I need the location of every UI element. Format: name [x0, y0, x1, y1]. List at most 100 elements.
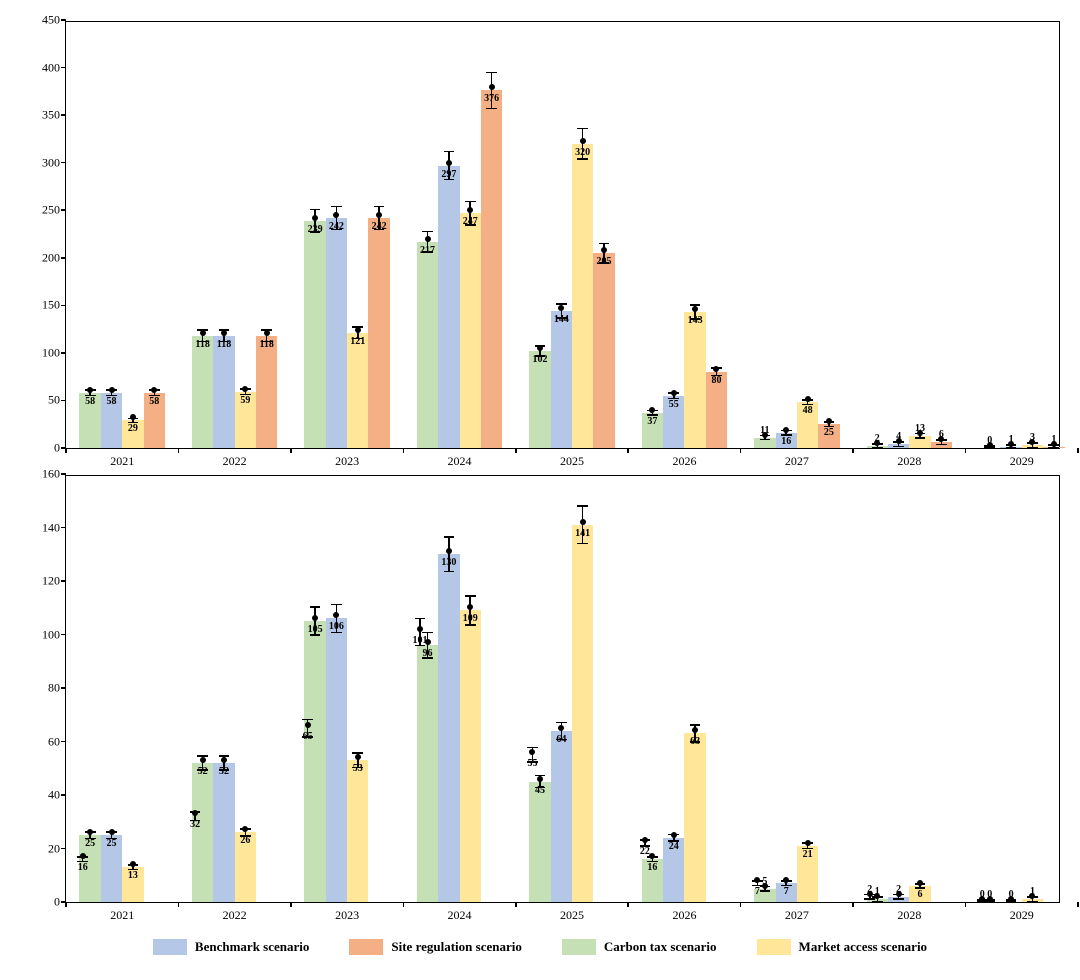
x-tick-mark — [515, 448, 517, 453]
data-point — [649, 853, 655, 859]
data-point — [305, 722, 311, 728]
bar-carbon_tax — [304, 221, 325, 448]
value-label: 37 — [647, 416, 657, 427]
error-cap — [331, 206, 342, 208]
data-point — [200, 330, 206, 336]
error-cap — [577, 128, 588, 130]
value-label: 101 — [413, 635, 428, 646]
data-point — [109, 829, 115, 835]
bar-site_regulation — [481, 90, 502, 448]
value-label: 24 — [669, 841, 679, 852]
data-point — [109, 387, 115, 393]
x-tick-label: 2027 — [785, 448, 809, 469]
data-point — [783, 427, 789, 433]
data-point — [333, 612, 339, 618]
value-label: 1 — [1030, 886, 1035, 897]
data-point — [558, 725, 564, 731]
value-label: 239 — [308, 224, 323, 235]
error-cap — [1027, 447, 1038, 449]
panel-a: a050100150200250300350400450202158582958… — [10, 21, 1070, 449]
value-label: 2 — [875, 433, 880, 444]
value-label: 59 — [240, 395, 250, 406]
x-tick-label: 2026 — [672, 902, 696, 923]
value-label: 16 — [647, 862, 657, 873]
error-cap — [415, 618, 426, 620]
x-tick-mark — [740, 448, 742, 453]
data-point — [642, 837, 648, 843]
value-label: 53 — [353, 763, 363, 774]
bar-benchmark — [438, 554, 459, 902]
bar-carbon_tax — [192, 336, 213, 448]
bar-market_access — [347, 760, 368, 902]
bar-carbon_tax — [304, 621, 325, 902]
y-tick-mark — [61, 162, 66, 164]
error-cap — [1006, 447, 1017, 449]
error-cap — [1027, 901, 1038, 903]
value-label: 58 — [85, 396, 95, 407]
x-tick-label: 2024 — [448, 902, 472, 923]
data-point — [417, 626, 423, 632]
data-point — [242, 826, 248, 832]
data-point — [692, 306, 698, 312]
value-label: 16 — [78, 862, 88, 873]
bar-carbon_tax — [417, 645, 438, 902]
data-point — [376, 212, 382, 218]
y-tick-mark — [61, 257, 66, 259]
x-tick-label: 2021 — [110, 902, 134, 923]
value-label: 2 — [867, 884, 872, 895]
data-point — [467, 207, 473, 213]
bar-carbon_tax — [417, 242, 438, 448]
x-tick-label: 2023 — [335, 902, 359, 923]
x-tick-mark — [740, 902, 742, 907]
value-label: 65 — [303, 731, 313, 742]
error-cap — [577, 543, 588, 545]
legend-item-carbon_tax: Carbon tax scenario — [562, 939, 717, 955]
value-label: 29 — [128, 423, 138, 434]
value-label: 118 — [195, 339, 209, 350]
scenario-bar-figure: a050100150200250300350400450202158582958… — [0, 0, 1080, 965]
value-label: 0 — [987, 435, 992, 446]
value-label: 320 — [575, 147, 590, 158]
data-point — [312, 615, 318, 621]
error-cap — [310, 209, 321, 211]
data-point — [221, 757, 227, 763]
data-point — [529, 749, 535, 755]
value-label: 6 — [939, 429, 944, 440]
bar-market_access — [460, 213, 481, 448]
data-point — [333, 212, 339, 218]
value-label: 1 — [1051, 434, 1056, 445]
data-point — [671, 832, 677, 838]
data-point — [87, 387, 93, 393]
data-point — [580, 519, 586, 525]
x-tick-mark — [852, 448, 854, 453]
x-tick-label: 2025 — [560, 448, 584, 469]
value-label: 242 — [329, 221, 344, 232]
value-label: 58 — [149, 396, 159, 407]
error-cap — [556, 722, 567, 724]
value-label: 4 — [896, 431, 901, 442]
legend-item-site_regulation: Site regulation scenario — [349, 939, 521, 955]
error-cap — [893, 446, 904, 448]
value-label: 0 — [980, 889, 985, 900]
x-tick-mark — [178, 448, 180, 453]
bar-market_access — [347, 333, 368, 448]
data-point — [601, 247, 607, 253]
bar-benchmark — [326, 218, 347, 448]
value-label: 2 — [896, 884, 901, 895]
data-point — [446, 548, 452, 554]
error-cap — [444, 151, 455, 153]
value-label: 143 — [688, 315, 703, 326]
value-label: 102 — [532, 354, 547, 365]
value-label: 105 — [308, 624, 323, 635]
data-point — [671, 390, 677, 396]
x-tick-mark — [65, 902, 67, 907]
y-tick-mark — [61, 794, 66, 796]
legend-text: Market access scenario — [799, 939, 928, 955]
bar-market_access — [684, 312, 705, 448]
error-cap — [915, 437, 926, 439]
error-cap — [936, 444, 947, 446]
legend-swatch — [153, 939, 187, 955]
bar-benchmark — [213, 763, 234, 902]
legend: Benchmark scenarioSite regulation scenar… — [10, 929, 1070, 960]
x-tick-mark — [1077, 902, 1079, 907]
